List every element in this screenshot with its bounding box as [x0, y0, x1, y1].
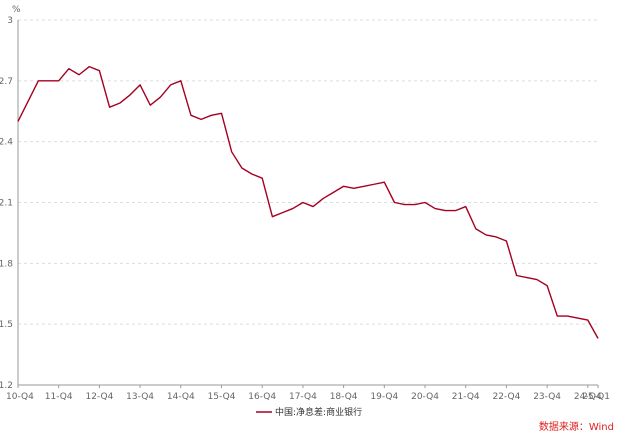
y-tick-label: 2.7	[0, 77, 13, 87]
x-tick-label: 15-Q4	[208, 392, 236, 402]
x-tick-label: 25-Q1	[582, 392, 610, 402]
grid-lines	[18, 19, 598, 325]
x-tick-label: 24-Q4	[574, 392, 602, 402]
x-tick-label: 22-Q4	[492, 392, 520, 402]
axes	[17, 20, 598, 386]
x-tick-label: 13-Q4	[126, 392, 154, 402]
x-tick-labels: 10-Q4 11-Q4 12-Q4 13-Q4 14-Q4 15-Q4 16-Q4 17-Q4…	[6, 385, 610, 402]
x-tick-label: 23-Q4	[533, 392, 561, 402]
y-tick-label: 1.5	[0, 320, 13, 330]
x-tick-label: 10-Q4	[6, 392, 34, 402]
source-note: 数据来源：Wind	[539, 420, 614, 433]
x-tick-label: 11-Q4	[45, 392, 73, 402]
y-tick-label: 3	[7, 16, 13, 26]
x-tick-label: 20-Q4	[411, 392, 439, 402]
x-tick-label: 18-Q4	[330, 392, 358, 402]
y-tick-label: 1.2	[0, 381, 13, 391]
series-line	[17, 65, 599, 339]
legend[interactable]: 中国:净息差:商业银行	[256, 406, 362, 418]
y-tick-labels: 1.2 1.5 1.8 2.1 2.4 2.7 3	[0, 16, 13, 391]
x-tick-label: 16-Q4	[248, 392, 276, 402]
y-tick-label: 2.1	[0, 199, 13, 209]
x-tick-label: 19-Q4	[370, 392, 398, 402]
x-tick-label: 14-Q4	[167, 392, 195, 402]
y-tick-label: 1.8	[0, 259, 13, 269]
x-tick-label: 21-Q4	[452, 392, 480, 402]
legend-label: 中国:净息差:商业银行	[275, 406, 362, 418]
x-tick-label: 12-Q4	[85, 392, 113, 402]
y-tick-label: 2.4	[0, 138, 13, 148]
y-unit-label: %	[12, 5, 21, 15]
series-layer	[17, 65, 599, 339]
x-tick-label: 17-Q4	[289, 392, 317, 402]
